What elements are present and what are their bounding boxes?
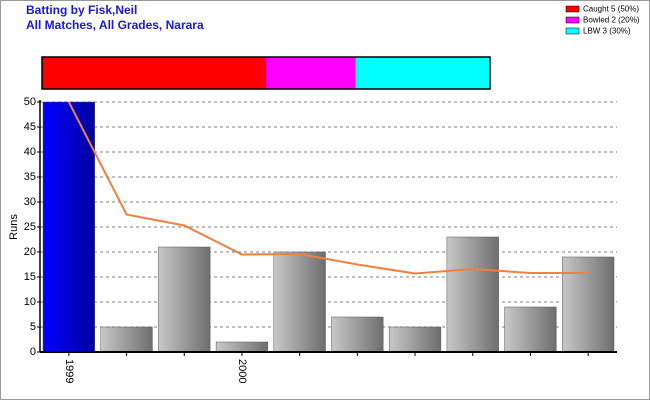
bar [273, 251, 326, 353]
legend-label: LBW 3 (30%) [583, 27, 631, 36]
chart-title: Batting by Fisk,Neil [26, 3, 137, 17]
bar [388, 326, 442, 353]
bar [158, 246, 211, 353]
y-tick-label: 10 [24, 296, 36, 308]
y-tick-label: 15 [24, 271, 36, 283]
y-tick-label: 25 [24, 221, 36, 233]
breakdown-segment [42, 57, 266, 89]
legend-swatch [565, 16, 580, 24]
bar [504, 306, 557, 353]
y-tick-label: 45 [24, 121, 36, 133]
breakdown-frame [41, 56, 491, 90]
y-tick-label: 50 [24, 96, 36, 108]
y-tick-label: 20 [24, 246, 36, 258]
y-axis-label: Runs [8, 214, 20, 240]
y-tick-label: 40 [24, 146, 36, 158]
running-average-line [67, 101, 589, 275]
legend-label: Caught 5 (50%) [583, 5, 639, 14]
x-tick-label: 2000 [236, 359, 248, 383]
breakdown-segment [266, 57, 356, 89]
y-tick-label: 30 [24, 196, 36, 208]
legend-swatch [565, 5, 580, 13]
legend-swatch [565, 27, 580, 35]
bar [446, 236, 499, 353]
chart-subtitle: All Matches, All Grades, Narara [26, 18, 204, 32]
bar [331, 316, 384, 353]
y-tick-label: 0 [30, 346, 36, 358]
bar [215, 341, 269, 353]
bar [562, 256, 615, 353]
x-tick-label: 1999 [63, 359, 75, 383]
bar [100, 326, 153, 353]
y-tick-label: 35 [24, 171, 36, 183]
breakdown-segment [355, 57, 490, 89]
y-tick-label: 5 [30, 321, 36, 333]
bar [42, 101, 95, 353]
legend-label: Bowled 2 (20%) [583, 16, 640, 25]
